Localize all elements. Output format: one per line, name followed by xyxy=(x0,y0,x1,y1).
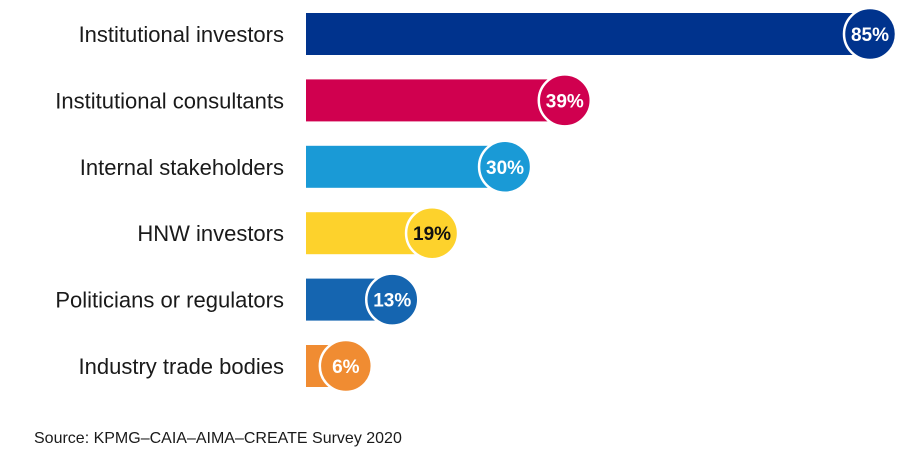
value-marker xyxy=(842,6,898,62)
value-marker xyxy=(318,338,374,394)
source-note: Source: KPMG–CAIA–AIMA–CREATE Survey 202… xyxy=(34,430,402,447)
category-label: Institutional consultants xyxy=(55,88,284,113)
bar xyxy=(306,145,506,188)
value-marker xyxy=(477,139,533,195)
data-label: 19% xyxy=(413,224,451,245)
data-label: 13% xyxy=(373,291,411,312)
category-label: Internal stakeholders xyxy=(80,155,284,180)
data-label: 85% xyxy=(851,25,889,46)
category-label: Institutional investors xyxy=(79,22,284,47)
category-label: Industry trade bodies xyxy=(79,354,284,379)
category-label: HNW investors xyxy=(137,221,284,246)
value-marker xyxy=(404,205,460,261)
bar xyxy=(306,13,870,55)
data-label: 30% xyxy=(486,158,524,179)
data-label: 39% xyxy=(546,91,584,112)
category-label: Politicians or regulators xyxy=(55,288,284,313)
value-marker xyxy=(365,272,420,327)
value-marker xyxy=(537,73,593,128)
data-label: 6% xyxy=(332,357,360,378)
bar xyxy=(306,79,565,122)
